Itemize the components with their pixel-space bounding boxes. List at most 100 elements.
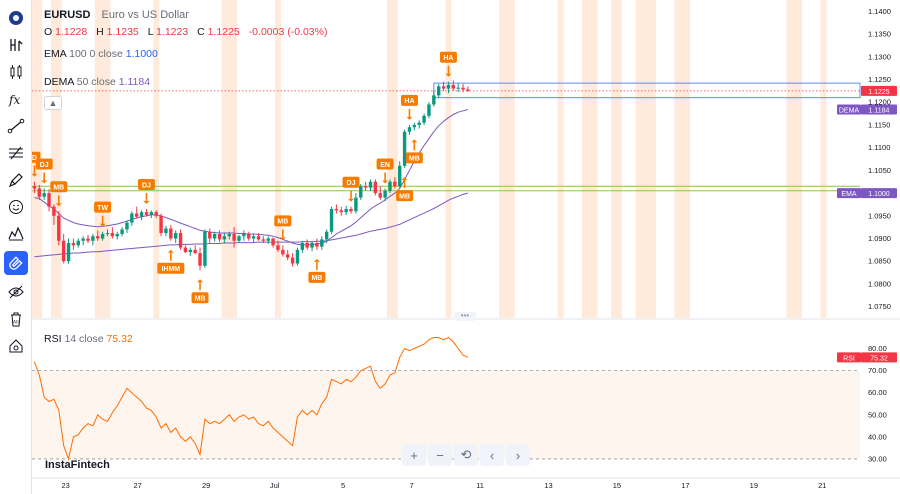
lock-icon[interactable] — [4, 334, 28, 358]
candle-body — [417, 122, 421, 125]
signal-arrowhead — [411, 139, 418, 143]
signal-label: TW — [97, 205, 108, 212]
highlight-column — [820, 0, 827, 318]
candle-body — [178, 233, 183, 248]
price-axis-tick: 1.1150 — [868, 120, 890, 129]
scroll-right-button[interactable]: › — [506, 444, 530, 466]
dema-legend[interactable]: DEMA 50 close 1.1184 — [44, 76, 151, 88]
rsi-legend[interactable]: RSI 14 close 75.32 — [44, 333, 133, 345]
candle-body — [339, 210, 343, 213]
candle-body — [363, 186, 368, 188]
candles-icon[interactable] — [4, 60, 28, 84]
candle-body — [286, 254, 290, 258]
left-toolbar: fx All — [0, 0, 32, 494]
price-axis-tick: 1.1300 — [868, 52, 891, 61]
candle-body — [105, 233, 110, 235]
candle-body — [183, 247, 188, 253]
ema-tag-value: 1.1000 — [868, 191, 890, 198]
candle-body — [237, 236, 241, 241]
signal-badge — [439, 51, 457, 63]
rsi-value: 75.32 — [106, 333, 133, 345]
candle-body — [427, 104, 431, 116]
dema-tag-label: DEMA — [839, 107, 860, 114]
chart-svg[interactable]: DDJMBTWDJIHMMMBMBMBDJENMBHAMBHA1.14001.1… — [32, 0, 900, 494]
candle-body — [441, 86, 446, 89]
time-axis-tick: 15 — [613, 481, 621, 490]
candle-body — [349, 208, 353, 212]
fib-icon[interactable] — [4, 141, 28, 165]
trendline-icon[interactable] — [4, 114, 28, 138]
signal-label: HA — [404, 98, 414, 105]
candle-body — [110, 233, 115, 237]
fx-indicators-icon[interactable]: fx — [4, 87, 28, 111]
candle-body — [169, 228, 173, 239]
emoji-icon[interactable] — [4, 195, 28, 219]
candle-body — [446, 84, 451, 89]
remove-all-icon[interactable]: All — [4, 307, 28, 331]
highlight-column — [635, 0, 656, 318]
highlight-column — [275, 0, 281, 318]
candle-body — [144, 212, 149, 215]
eye-icon[interactable] — [4, 280, 28, 304]
brush-icon[interactable] — [4, 168, 28, 192]
high-value: 1.1235 — [106, 26, 139, 38]
signal-badge — [400, 94, 418, 106]
chart-type-icon[interactable] — [4, 33, 28, 57]
chevron-up-icon: ▲ — [48, 98, 58, 108]
scroll-left-button[interactable]: ‹ — [480, 444, 504, 466]
candle-body — [402, 131, 407, 166]
candle-body — [222, 236, 227, 240]
candle-body — [32, 186, 37, 189]
signal-badge — [342, 176, 360, 188]
candle-body — [310, 243, 314, 248]
rsi-line — [33, 336, 469, 461]
time-axis-tick: 21 — [818, 481, 826, 490]
reset-button[interactable]: ⟲ — [454, 444, 478, 466]
candle-body — [100, 233, 105, 239]
signal-arrowhead — [382, 180, 389, 184]
candle-body — [456, 87, 460, 89]
highlight-column — [581, 0, 598, 318]
candle-body — [66, 243, 71, 262]
highlight-column — [445, 0, 452, 318]
candle-body — [354, 197, 358, 212]
candle-body — [217, 233, 222, 240]
candle-body — [86, 238, 90, 241]
zoom-in-button[interactable]: + — [402, 444, 426, 466]
close-value: 1.1225 — [207, 26, 240, 38]
signal-arrowhead — [55, 203, 62, 207]
dema-tag-name — [837, 104, 861, 115]
magnet-icon[interactable] — [4, 251, 28, 275]
signal-label: MB — [409, 156, 420, 163]
highlight-column — [557, 0, 564, 318]
chart-area[interactable]: D DJ MB TW DJ IHMM MB MB MB DJ EN MB HA MB HA 1.1400 1.1… — [32, 0, 900, 494]
candle-body — [393, 181, 397, 187]
logo-icon[interactable] — [4, 6, 28, 30]
rsi-tag-name — [837, 352, 861, 363]
signal-arrowhead — [99, 223, 106, 227]
zoom-out-button[interactable]: − — [428, 444, 452, 466]
candle-body — [461, 87, 465, 90]
pane-resize-handle[interactable]: ••• — [454, 312, 476, 321]
candle-body — [81, 238, 85, 241]
rsi-axis-tick: 60.00 — [868, 388, 887, 397]
svg-text:fx: fx — [8, 93, 20, 107]
candle-body — [115, 233, 119, 237]
pattern-icon[interactable] — [4, 222, 28, 246]
candle-body — [388, 181, 392, 191]
dema-value: 1.1184 — [118, 76, 151, 88]
candle-body — [422, 115, 426, 123]
price-axis-tick: 1.0800 — [868, 279, 891, 288]
candle-body — [451, 84, 456, 89]
candle-body — [139, 212, 144, 217]
signal-arrowhead — [406, 116, 413, 120]
symbol-description: Euro vs US Dollar — [101, 9, 189, 21]
dema-tag — [861, 104, 897, 115]
ema-legend[interactable]: EMA 100 0 close 1.1000 — [44, 48, 158, 60]
watermark: InstaFintech — [45, 459, 110, 471]
price-axis-tick: 1.0950 — [868, 211, 891, 220]
signal-arrowhead — [143, 200, 150, 204]
collapse-legend-button[interactable]: ▲ — [44, 96, 62, 110]
signal-arrowhead — [401, 177, 408, 181]
candle-body — [407, 127, 412, 132]
